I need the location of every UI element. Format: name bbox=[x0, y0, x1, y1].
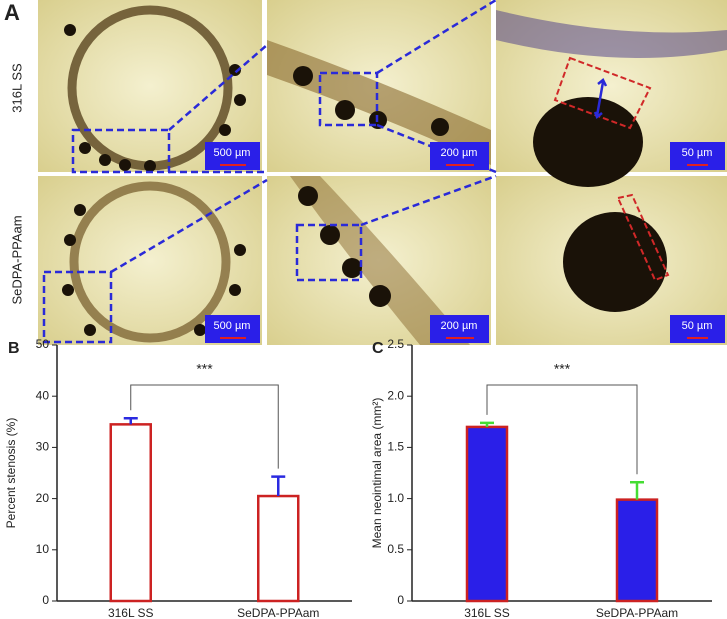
scale-bar-label: 500 µm bbox=[214, 147, 251, 159]
y-tick-label: 0 bbox=[42, 593, 49, 607]
zoom-box bbox=[42, 0, 497, 344]
bar bbox=[615, 498, 659, 603]
x-tick-label: 316L SS bbox=[108, 606, 154, 619]
scale-bar-label: 500 µm bbox=[214, 320, 251, 332]
significance-bracket bbox=[130, 384, 279, 469]
error-bar bbox=[630, 480, 644, 500]
panel-label: C bbox=[372, 340, 384, 357]
scale-bar-label: 50 µm bbox=[682, 320, 713, 332]
vessel-wall bbox=[496, 10, 727, 58]
vessel-wall bbox=[69, 181, 231, 343]
bar bbox=[257, 494, 300, 603]
y-axis-label: Percent stenosis (%) bbox=[4, 418, 18, 529]
y-tick-label: 2.5 bbox=[387, 337, 404, 351]
significance-bracket bbox=[486, 384, 638, 475]
row-label: 316L SS bbox=[9, 63, 24, 113]
roi-box bbox=[553, 56, 670, 282]
panel-label: B bbox=[8, 340, 20, 357]
bar bbox=[465, 425, 509, 603]
y-tick-label: 0.5 bbox=[387, 542, 404, 556]
significance-label: *** bbox=[554, 361, 571, 377]
y-tick-label: 0 bbox=[397, 593, 404, 607]
scale-bar-label: 50 µm bbox=[682, 147, 713, 159]
y-tick-label: 1.5 bbox=[387, 440, 404, 454]
x-tick-label: SeDPA-PPAam bbox=[596, 606, 678, 619]
thickness-arrow bbox=[593, 78, 608, 120]
micrographs: 500 µm 200 µm 50 µm 500 µm 200 µm 50 µm … bbox=[4, 0, 727, 345]
struts bbox=[62, 24, 667, 336]
y-axis-label: Mean neointimal area (mm²) bbox=[370, 398, 384, 549]
x-tick-label: 316L SS bbox=[464, 606, 510, 619]
scale-bar-label: 200 µm bbox=[441, 147, 478, 159]
scale-bars: 500 µm 200 µm 50 µm 500 µm 200 µm 50 µm bbox=[205, 142, 725, 343]
y-tick-label: 10 bbox=[36, 542, 50, 556]
y-tick-label: 40 bbox=[36, 388, 50, 402]
panel-label: A bbox=[4, 0, 20, 25]
y-tick-label: 1.0 bbox=[387, 491, 404, 505]
bar bbox=[109, 423, 152, 603]
error-bar bbox=[271, 475, 286, 497]
y-tick-label: 50 bbox=[36, 337, 50, 351]
error-bar bbox=[480, 421, 494, 427]
row-label: SeDPA-PPAam bbox=[9, 215, 24, 304]
y-tick-label: 20 bbox=[36, 491, 50, 505]
scale-bar-label: 200 µm bbox=[441, 320, 478, 332]
y-tick-label: 2.0 bbox=[387, 388, 404, 402]
significance-label: *** bbox=[196, 361, 213, 377]
error-bar bbox=[123, 416, 138, 425]
x-tick-label: SeDPA-PPAam bbox=[237, 606, 319, 619]
y-tick-label: 30 bbox=[36, 440, 50, 454]
vessel-wall bbox=[290, 176, 470, 345]
